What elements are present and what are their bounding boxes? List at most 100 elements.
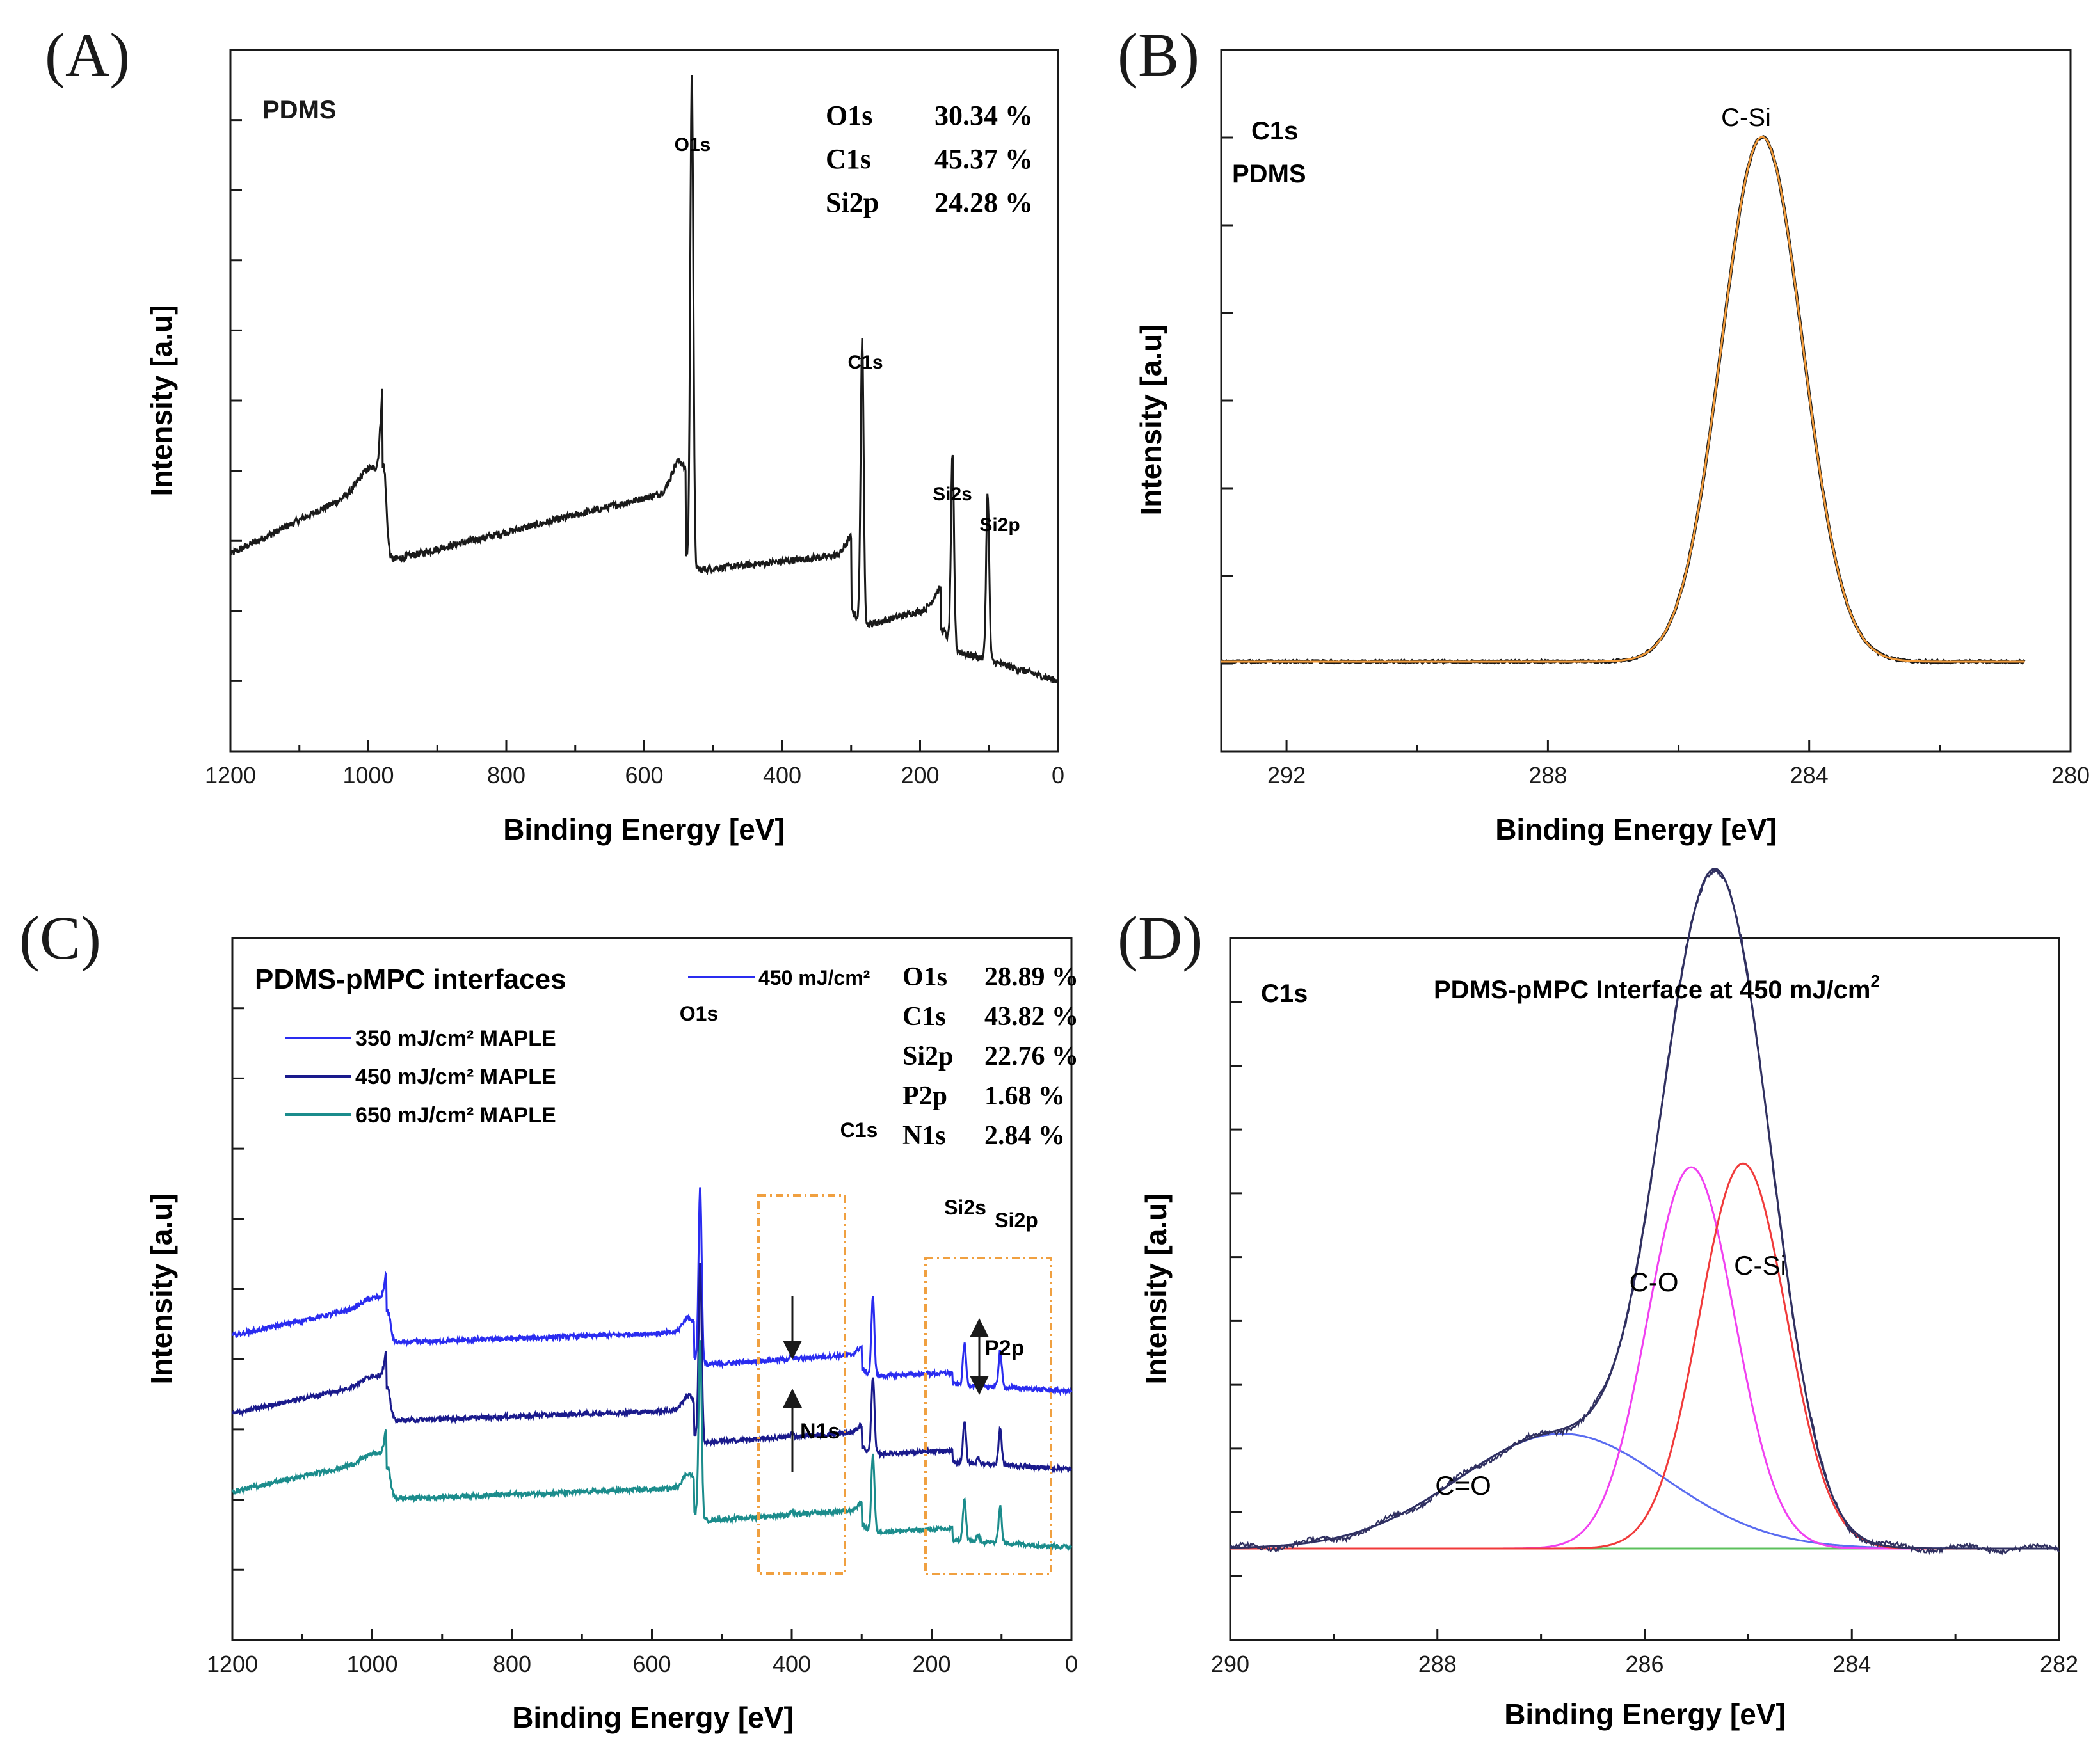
panel-a-x-tick-label: 1000 <box>342 762 394 788</box>
panel-d-x-tick-label: 286 <box>1625 1651 1663 1677</box>
panel-c-x-axis-label: Binding Energy [eV] <box>512 1701 794 1734</box>
panel-c-comp-element-si2p: Si2p <box>902 1042 953 1071</box>
panel-d-x-tick-label: 284 <box>1832 1651 1871 1677</box>
panel-c-comp-value-n1s: 2.84 % <box>984 1121 1065 1151</box>
panel-a: (A) 1200 1000 800 600 400 200 0 PDMS O1s 30.34… <box>45 20 1064 846</box>
panel-b-x-axis-label: Binding Energy [eV] <box>1495 813 1777 846</box>
panel-d-title: PDMS-pMPC Interface at 450 mJ/cm2 <box>1434 971 1880 1004</box>
panel-a-comp-element-c1s: C1s <box>826 143 871 175</box>
panel-a-comp-element-si2p: Si2p <box>826 187 879 218</box>
panel-d-component-c-eq-o <box>1230 1433 2059 1550</box>
panel-c-label: (C) <box>19 904 101 972</box>
panel-c-series-line-0 <box>232 1187 1073 1397</box>
panel-b: (B) 292 288 284 280 C1s PDMS C-Si Binding E… <box>1118 20 2090 846</box>
panel-c-comp-element-c1s: C1s <box>902 1002 946 1031</box>
panel-d-envelope-line <box>1230 868 2059 1550</box>
panel-d-x-tick-label: 282 <box>2040 1651 2078 1677</box>
panel-b-x-tick-label: 292 <box>1267 762 1306 788</box>
panel-c-comp-value-p2p: 1.68 % <box>984 1081 1065 1111</box>
panel-a-composition: O1s 30.34 % C1s 45.37 % Si2p 24.28 % <box>826 100 1033 218</box>
panel-c-n1s-region-box <box>757 1194 846 1575</box>
panel-c-comp-element-p2p: P2p <box>902 1081 947 1111</box>
panel-a-sample-label: PDMS <box>262 96 337 124</box>
panel-c-x-tick-label: 400 <box>773 1651 811 1677</box>
panel-b-x-tick-label: 280 <box>2051 762 2090 788</box>
panel-d-label: (D) <box>1118 904 1203 972</box>
panel-c-legend-350: 350 mJ/cm² MAPLE <box>355 1026 556 1051</box>
panel-a-x-axis-label: Binding Energy [eV] <box>503 813 785 846</box>
panel-c-peak-label-o1s: O1s <box>680 1002 718 1025</box>
panel-b-fit-line <box>1221 136 2025 663</box>
panel-b-x-tick-label: 284 <box>1790 762 1829 788</box>
panel-c-comp-element-n1s: N1s <box>902 1121 946 1151</box>
panel-c-series-line-2 <box>232 1340 1073 1552</box>
panel-b-region-label: C1s <box>1251 117 1298 145</box>
panel-b-sample-label: PDMS <box>1232 160 1306 188</box>
panel-a-peak-label-c1s: C1s <box>847 352 883 373</box>
panel-c-x-ticks: 1200 1000 800 600 400 200 0 <box>207 1629 1078 1677</box>
panel-c-series-group <box>231 1187 1073 1552</box>
panel-c-peak-label-si2s: Si2s <box>944 1196 986 1219</box>
panel-b-peak-label-csi: C-Si <box>1721 104 1771 132</box>
panel-c-series-line-1 <box>231 1263 1073 1474</box>
panel-a-y-ticks <box>230 119 242 682</box>
panel-b-spectrum-line <box>1220 135 2026 665</box>
panel-b-x-tick-label: 288 <box>1528 762 1567 788</box>
panel-c: (C) 1200 1000 800 600 400 200 0 N1s P2p PDMS-p… <box>19 904 1078 1734</box>
panel-a-comp-value-c1s: 45.37 % <box>934 143 1033 175</box>
panel-c-title: PDMS-pMPC interfaces <box>255 964 566 995</box>
panel-d: (D) 290 288 286 284 282 C1s PDMS-pMPC Interf… <box>1118 868 2078 1731</box>
panel-a-peak-label-si2p: Si2p <box>979 514 1020 536</box>
panel-b-x-ticks: 292 288 284 280 <box>1267 740 2090 788</box>
panel-a-peak-label-si2s: Si2s <box>933 484 972 505</box>
panel-b-y-ticks <box>1221 136 1233 665</box>
panel-c-x-tick-label: 600 <box>632 1651 671 1677</box>
panel-c-x-tick-label: 1200 <box>207 1651 258 1677</box>
panel-a-spectrum-line <box>229 74 1059 684</box>
panel-a-x-tick-label: 400 <box>763 762 801 788</box>
panel-d-x-ticks: 290 288 286 284 282 <box>1211 1629 2078 1677</box>
panel-a-x-ticks: 1200 1000 800 600 400 200 0 <box>205 740 1064 788</box>
panel-d-x-tick-label: 288 <box>1418 1651 1457 1677</box>
panel-a-x-tick-label: 200 <box>901 762 939 788</box>
panel-a-x-tick-label: 1200 <box>205 762 256 788</box>
panel-c-comp-legend-label: 450 mJ/cm² <box>758 966 870 989</box>
panel-d-component-label-c-o: C-O <box>1630 1267 1679 1297</box>
panel-c-legend-450: 450 mJ/cm² MAPLE <box>355 1065 556 1089</box>
panel-d-x-tick-label: 290 <box>1211 1651 1249 1677</box>
panel-a-y-axis-label: Intensity [a.u] <box>145 305 178 496</box>
panel-a-label: (A) <box>45 20 130 89</box>
panel-a-x-tick-label: 800 <box>487 762 525 788</box>
panel-c-x-tick-label: 800 <box>493 1651 531 1677</box>
panel-d-region-label: C1s <box>1261 980 1308 1008</box>
panel-b-y-axis-label: Intensity [a.u] <box>1134 324 1167 515</box>
panel-a-peak-label-o1s: O1s <box>675 134 711 155</box>
panel-d-x-axis-label: Binding Energy [eV] <box>1504 1698 1786 1731</box>
panel-d-y-ticks <box>1230 1001 1242 1577</box>
panel-c-y-axis-label: Intensity [a.u] <box>145 1193 178 1384</box>
panel-c-comp-value-o1s: 28.89 % <box>984 962 1078 992</box>
panel-b-label: (B) <box>1118 20 1199 89</box>
panel-d-y-axis-label: Intensity [a.u] <box>1139 1193 1173 1384</box>
panel-a-comp-value-si2p: 24.28 % <box>934 187 1033 218</box>
panel-c-x-tick-label: 200 <box>912 1651 950 1677</box>
panel-d-component-label-c-si: C-Si <box>1734 1250 1786 1280</box>
panel-c-x-tick-label: 0 <box>1065 1651 1078 1677</box>
panel-c-p2p-region-box <box>924 1257 1052 1575</box>
panel-a-x-tick-label: 600 <box>625 762 663 788</box>
panel-a-x-tick-label: 0 <box>1052 762 1064 788</box>
panel-c-comp-value-si2p: 22.76 % <box>984 1042 1078 1071</box>
panel-d-title-sup: 2 <box>1870 971 1879 991</box>
panel-a-comp-element-o1s: O1s <box>826 100 872 131</box>
panel-d-component-label-c-eq-o: C=O <box>1435 1470 1491 1501</box>
panel-d-title-main: PDMS-pMPC Interface at 450 mJ/cm <box>1434 976 1870 1004</box>
panel-c-x-tick-label: 1000 <box>346 1651 397 1677</box>
panel-b-frame <box>1220 49 2072 753</box>
panel-c-composition: O1s 28.89 % C1s 43.82 % Si2p 22.76 % P2p… <box>902 962 1078 1151</box>
panel-c-legend-650: 650 mJ/cm² MAPLE <box>355 1103 556 1127</box>
panel-c-annotation-n1s: N1s <box>800 1419 840 1444</box>
panel-c-peak-label-c1s: C1s <box>840 1119 878 1142</box>
panel-c-peak-label-si2p: Si2p <box>995 1209 1038 1232</box>
panel-c-annotation-p2p: P2p <box>984 1336 1024 1360</box>
